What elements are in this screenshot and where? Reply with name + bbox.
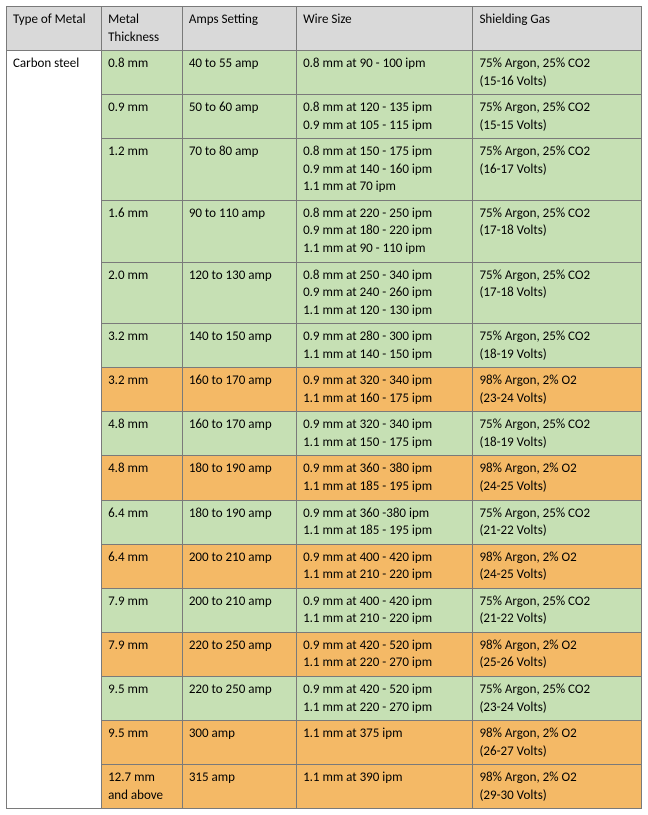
cell-shielding-gas: 98% Argon, 2% O2(29-30 Volts) (473, 765, 642, 809)
col-header-gas: Shielding Gas (473, 7, 642, 51)
cell-wire-size: 0.8 mm at 150 - 175 ipm0.9 mm at 140 - 1… (297, 139, 473, 201)
cell-thickness: 3.2 mm (102, 324, 183, 368)
cell-amps: 160 to 170 amp (182, 412, 296, 456)
table-row: 4.8 mm160 to 170 amp0.9 mm at 320 - 340 … (7, 412, 642, 456)
cell-amps: 220 to 250 amp (182, 676, 296, 720)
cell-shielding-gas: 75% Argon, 25% CO2(21-22 Volts) (473, 500, 642, 544)
cell-amps: 70 to 80 amp (182, 139, 296, 201)
cell-thickness: 1.6 mm (102, 200, 183, 262)
table-row: 0.9 mm50 to 60 amp0.8 mm at 120 - 135 ip… (7, 95, 642, 139)
cell-shielding-gas: 98% Argon, 2% O2(26-27 Volts) (473, 721, 642, 765)
cell-shielding-gas: 98% Argon, 2% O2(24-25 Volts) (473, 456, 642, 500)
col-header-metal-type: Type of Metal (7, 7, 102, 51)
cell-shielding-gas: 75% Argon, 25% CO2(21-22 Volts) (473, 588, 642, 632)
cell-amps: 180 to 190 amp (182, 456, 296, 500)
cell-thickness: 9.5 mm (102, 721, 183, 765)
welding-settings-table: Type of Metal Metal Thickness Amps Setti… (6, 6, 642, 809)
cell-shielding-gas: 98% Argon, 2% O2(23-24 Volts) (473, 368, 642, 412)
table-row: 12.7 mm and above315 amp1.1 mm at 390 ip… (7, 765, 642, 809)
cell-wire-size: 1.1 mm at 390 ipm (297, 765, 473, 809)
table-body: Carbon steel0.8 mm40 to 55 amp0.8 mm at … (7, 51, 642, 809)
cell-wire-size: 0.8 mm at 220 - 250 ipm0.9 mm at 180 - 2… (297, 200, 473, 262)
cell-thickness: 0.8 mm (102, 51, 183, 95)
cell-amps: 200 to 210 amp (182, 588, 296, 632)
cell-shielding-gas: 75% Argon, 25% CO2(17-18 Volts) (473, 200, 642, 262)
table-row: 7.9 mm220 to 250 amp0.9 mm at 420 - 520 … (7, 632, 642, 676)
cell-wire-size: 0.9 mm at 420 - 520 ipm1.1 mm at 220 - 2… (297, 676, 473, 720)
table-row: 1.6 mm90 to 110 amp0.8 mm at 220 - 250 i… (7, 200, 642, 262)
cell-amps: 315 amp (182, 765, 296, 809)
cell-shielding-gas: 75% Argon, 25% CO2(18-19 Volts) (473, 412, 642, 456)
cell-shielding-gas: 75% Argon, 25% CO2(18-19 Volts) (473, 324, 642, 368)
table-row: 9.5 mm220 to 250 amp0.9 mm at 420 - 520 … (7, 676, 642, 720)
cell-amps: 180 to 190 amp (182, 500, 296, 544)
cell-amps: 140 to 150 amp (182, 324, 296, 368)
cell-metal-type: Carbon steel (7, 51, 102, 809)
cell-wire-size: 0.9 mm at 360 -380 ipm1.1 mm at 185 - 19… (297, 500, 473, 544)
cell-wire-size: 0.9 mm at 320 - 340 ipm1.1 mm at 160 - 1… (297, 368, 473, 412)
cell-amps: 40 to 55 amp (182, 51, 296, 95)
cell-wire-size: 1.1 mm at 375 ipm (297, 721, 473, 765)
cell-shielding-gas: 75% Argon, 25% CO2(16-17 Volts) (473, 139, 642, 201)
col-header-amps: Amps Setting (182, 7, 296, 51)
cell-thickness: 9.5 mm (102, 676, 183, 720)
cell-shielding-gas: 75% Argon, 25% CO2(23-24 Volts) (473, 676, 642, 720)
cell-amps: 90 to 110 amp (182, 200, 296, 262)
cell-thickness: 4.8 mm (102, 456, 183, 500)
cell-amps: 300 amp (182, 721, 296, 765)
cell-wire-size: 0.8 mm at 250 - 340 ipm0.9 mm at 240 - 2… (297, 262, 473, 324)
table-row: 6.4 mm180 to 190 amp0.9 mm at 360 -380 i… (7, 500, 642, 544)
table-row: 9.5 mm300 amp1.1 mm at 375 ipm98% Argon,… (7, 721, 642, 765)
cell-thickness: 12.7 mm and above (102, 765, 183, 809)
cell-thickness: 1.2 mm (102, 139, 183, 201)
cell-wire-size: 0.8 mm at 90 - 100 ipm (297, 51, 473, 95)
cell-thickness: 7.9 mm (102, 588, 183, 632)
col-header-wire: Wire Size (297, 7, 473, 51)
cell-shielding-gas: 98% Argon, 2% O2(24-25 Volts) (473, 544, 642, 588)
cell-shielding-gas: 98% Argon, 2% O2(25-26 Volts) (473, 632, 642, 676)
cell-thickness: 7.9 mm (102, 632, 183, 676)
table-header-row: Type of Metal Metal Thickness Amps Setti… (7, 7, 642, 51)
cell-shielding-gas: 75% Argon, 25% CO2(17-18 Volts) (473, 262, 642, 324)
cell-wire-size: 0.8 mm at 120 - 135 ipm0.9 mm at 105 - 1… (297, 95, 473, 139)
cell-wire-size: 0.9 mm at 320 - 340 ipm1.1 mm at 150 - 1… (297, 412, 473, 456)
table-row: 3.2 mm160 to 170 amp0.9 mm at 320 - 340 … (7, 368, 642, 412)
cell-amps: 120 to 130 amp (182, 262, 296, 324)
table-row: 1.2 mm70 to 80 amp0.8 mm at 150 - 175 ip… (7, 139, 642, 201)
cell-thickness: 4.8 mm (102, 412, 183, 456)
cell-wire-size: 0.9 mm at 360 - 380 ipm1.1 mm at 185 - 1… (297, 456, 473, 500)
table-row: Carbon steel0.8 mm40 to 55 amp0.8 mm at … (7, 51, 642, 95)
cell-wire-size: 0.9 mm at 400 - 420 ipm1.1 mm at 210 - 2… (297, 588, 473, 632)
cell-shielding-gas: 75% Argon, 25% CO2(15-15 Volts) (473, 95, 642, 139)
col-header-thickness: Metal Thickness (102, 7, 183, 51)
table-row: 7.9 mm200 to 210 amp0.9 mm at 400 - 420 … (7, 588, 642, 632)
cell-thickness: 3.2 mm (102, 368, 183, 412)
table-row: 2.0 mm120 to 130 amp0.8 mm at 250 - 340 … (7, 262, 642, 324)
table-row: 4.8 mm180 to 190 amp0.9 mm at 360 - 380 … (7, 456, 642, 500)
table-row: 3.2 mm140 to 150 amp0.9 mm at 280 - 300 … (7, 324, 642, 368)
cell-amps: 50 to 60 amp (182, 95, 296, 139)
cell-thickness: 0.9 mm (102, 95, 183, 139)
table-row: 6.4 mm200 to 210 amp0.9 mm at 400 - 420 … (7, 544, 642, 588)
cell-amps: 200 to 210 amp (182, 544, 296, 588)
cell-thickness: 2.0 mm (102, 262, 183, 324)
cell-wire-size: 0.9 mm at 400 - 420 ipm1.1 mm at 210 - 2… (297, 544, 473, 588)
cell-amps: 160 to 170 amp (182, 368, 296, 412)
cell-thickness: 6.4 mm (102, 500, 183, 544)
cell-thickness: 6.4 mm (102, 544, 183, 588)
cell-wire-size: 0.9 mm at 420 - 520 ipm1.1 mm at 220 - 2… (297, 632, 473, 676)
cell-shielding-gas: 75% Argon, 25% CO2(15-16 Volts) (473, 51, 642, 95)
cell-amps: 220 to 250 amp (182, 632, 296, 676)
cell-wire-size: 0.9 mm at 280 - 300 ipm1.1 mm at 140 - 1… (297, 324, 473, 368)
